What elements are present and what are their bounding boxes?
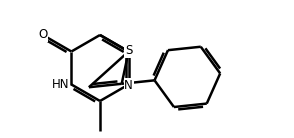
Text: N: N xyxy=(124,79,133,92)
Text: HN: HN xyxy=(52,78,69,91)
Text: S: S xyxy=(125,44,132,57)
Text: O: O xyxy=(38,29,47,42)
